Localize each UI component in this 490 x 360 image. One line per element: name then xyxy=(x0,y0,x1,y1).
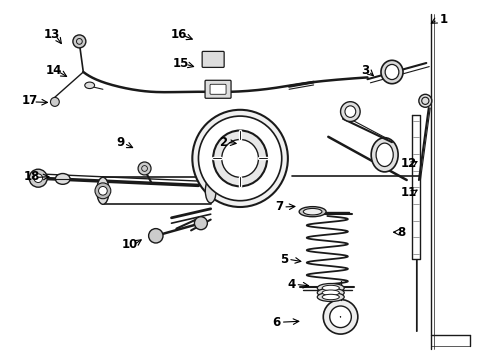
Ellipse shape xyxy=(376,143,393,166)
Text: 9: 9 xyxy=(116,136,124,149)
Ellipse shape xyxy=(213,130,267,186)
Circle shape xyxy=(419,94,432,107)
Ellipse shape xyxy=(318,288,344,297)
Circle shape xyxy=(138,162,151,175)
Text: 2: 2 xyxy=(219,136,227,149)
Text: 6: 6 xyxy=(273,316,281,329)
Ellipse shape xyxy=(341,102,360,122)
Ellipse shape xyxy=(55,174,70,184)
Circle shape xyxy=(330,306,351,328)
Ellipse shape xyxy=(322,285,339,291)
Circle shape xyxy=(34,174,43,183)
Text: 4: 4 xyxy=(288,278,295,291)
Ellipse shape xyxy=(222,139,259,177)
Ellipse shape xyxy=(318,284,344,293)
Text: 10: 10 xyxy=(122,238,138,251)
Ellipse shape xyxy=(193,110,288,207)
Ellipse shape xyxy=(303,208,322,215)
Text: 16: 16 xyxy=(171,28,187,41)
Text: 17: 17 xyxy=(21,94,38,107)
Ellipse shape xyxy=(97,177,109,204)
Ellipse shape xyxy=(85,82,95,89)
Circle shape xyxy=(29,169,47,187)
Circle shape xyxy=(148,229,163,243)
Text: 13: 13 xyxy=(43,28,60,41)
Ellipse shape xyxy=(381,60,403,84)
Text: 14: 14 xyxy=(46,64,62,77)
Ellipse shape xyxy=(299,207,326,217)
Circle shape xyxy=(95,183,111,199)
Ellipse shape xyxy=(322,294,339,300)
Text: 8: 8 xyxy=(398,226,406,239)
Circle shape xyxy=(73,35,86,48)
Text: 18: 18 xyxy=(24,170,40,183)
Ellipse shape xyxy=(318,292,344,301)
FancyBboxPatch shape xyxy=(210,84,226,94)
Ellipse shape xyxy=(205,179,216,203)
Text: 11: 11 xyxy=(401,186,417,199)
Text: 12: 12 xyxy=(401,157,417,170)
Ellipse shape xyxy=(198,116,282,201)
FancyBboxPatch shape xyxy=(205,80,231,98)
Circle shape xyxy=(195,217,207,230)
Text: 5: 5 xyxy=(280,253,288,266)
FancyBboxPatch shape xyxy=(202,51,224,67)
Ellipse shape xyxy=(322,290,339,295)
Text: 1: 1 xyxy=(440,13,447,26)
Text: 3: 3 xyxy=(361,64,369,77)
Text: 7: 7 xyxy=(275,201,283,213)
Ellipse shape xyxy=(345,106,356,117)
Ellipse shape xyxy=(50,98,59,107)
Text: 15: 15 xyxy=(173,57,190,69)
Ellipse shape xyxy=(371,138,398,172)
Circle shape xyxy=(98,186,107,195)
Ellipse shape xyxy=(385,64,399,80)
Circle shape xyxy=(323,300,358,334)
